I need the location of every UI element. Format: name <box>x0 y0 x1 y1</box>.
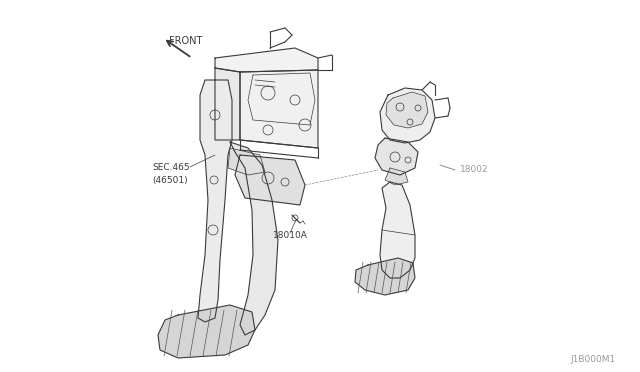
Polygon shape <box>230 142 278 335</box>
Text: J1B000M1: J1B000M1 <box>570 355 615 364</box>
Text: SEC.465
(46501): SEC.465 (46501) <box>152 163 189 185</box>
Polygon shape <box>215 48 318 72</box>
Polygon shape <box>240 70 318 148</box>
Polygon shape <box>158 305 255 358</box>
Polygon shape <box>355 258 415 295</box>
Polygon shape <box>375 138 418 175</box>
Polygon shape <box>235 155 305 205</box>
Text: 18002: 18002 <box>460 166 488 174</box>
Polygon shape <box>228 148 265 175</box>
Polygon shape <box>198 80 232 322</box>
Polygon shape <box>215 68 240 140</box>
Polygon shape <box>385 168 408 185</box>
Polygon shape <box>380 182 415 278</box>
Text: 18010A: 18010A <box>273 231 307 240</box>
Polygon shape <box>248 73 315 125</box>
Text: FRONT: FRONT <box>169 36 202 46</box>
Polygon shape <box>380 88 435 143</box>
Polygon shape <box>386 92 428 128</box>
